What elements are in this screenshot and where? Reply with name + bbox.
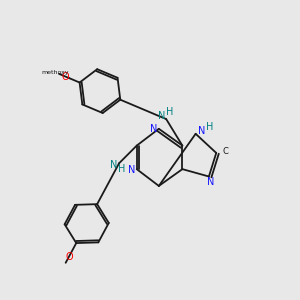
Text: O: O bbox=[62, 72, 69, 82]
Text: N: N bbox=[207, 177, 214, 187]
Text: C: C bbox=[222, 147, 228, 156]
Text: H: H bbox=[206, 122, 214, 132]
Text: H: H bbox=[118, 164, 126, 174]
Text: H: H bbox=[166, 107, 174, 117]
Text: N: N bbox=[150, 124, 157, 134]
Text: methoxy: methoxy bbox=[41, 70, 69, 75]
Text: O: O bbox=[65, 252, 73, 262]
Text: N: N bbox=[128, 165, 135, 175]
Text: N: N bbox=[158, 110, 166, 121]
Text: N: N bbox=[198, 126, 206, 136]
Text: N: N bbox=[110, 160, 117, 170]
